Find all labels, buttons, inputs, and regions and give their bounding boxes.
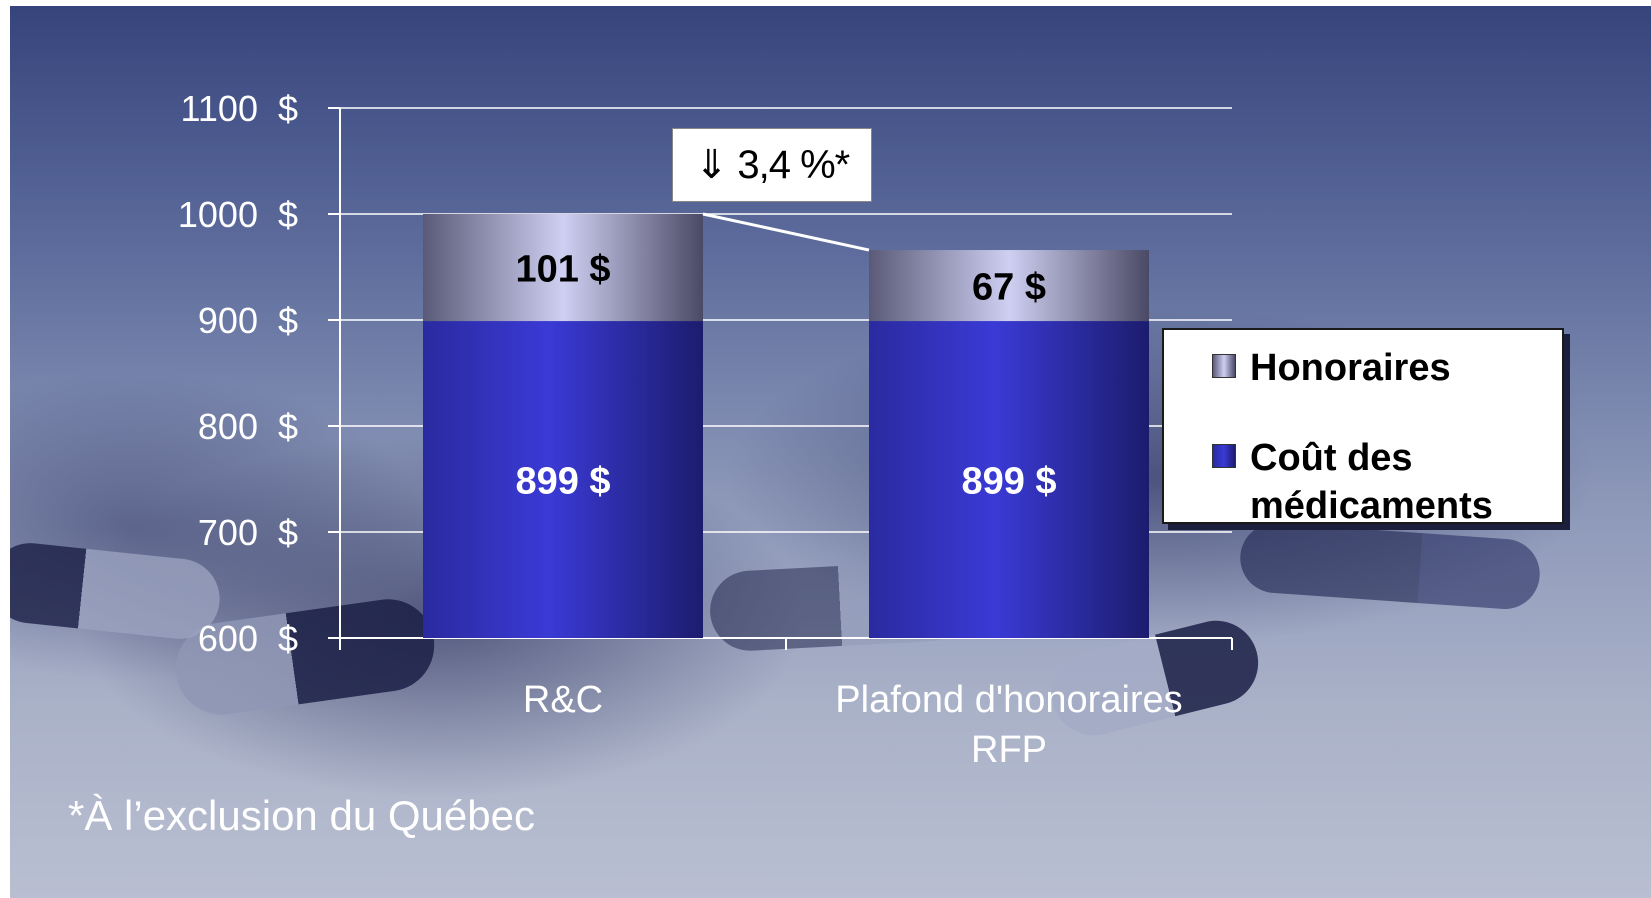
legend-label-cout-line2: médicaments	[1250, 485, 1493, 527]
data-label: 899 $	[961, 461, 1056, 503]
legend-swatch-cout	[1212, 444, 1236, 468]
y-tick-label: 600 $	[198, 618, 298, 659]
legend-label-honoraires: Honoraires	[1250, 347, 1451, 389]
x-tick-label: R&C	[523, 679, 603, 721]
data-label: 67 $	[972, 267, 1046, 309]
slide-background: 600 $ 700 $ 800 $ 900 $ 1000 $ 1100 $ 899 $ 10…	[10, 6, 1651, 898]
y-tick-label: 800 $	[198, 406, 298, 447]
y-tick-label: 1000 $	[178, 194, 298, 235]
legend-swatch-honoraires	[1212, 354, 1236, 378]
bar-segment	[423, 321, 703, 638]
change-callout: ⇓ 3,4 %*	[672, 128, 872, 202]
y-tick-label: 900 $	[198, 300, 298, 341]
legend-label-cout: Coût des médicaments	[1250, 434, 1493, 530]
legend-label-cout-line1: Coût des	[1250, 437, 1413, 479]
x-tick-label: Plafond d'honoraires	[835, 679, 1182, 721]
legend-entry-cout: Coût des médicaments	[1212, 434, 1493, 530]
y-tick-label: 700 $	[198, 512, 298, 553]
change-connector-line	[702, 212, 870, 252]
bar-segment	[869, 321, 1149, 638]
chart-legend: Honoraires Coût des médicaments	[1162, 328, 1564, 527]
x-tick-label: RFP	[971, 729, 1047, 771]
data-label: 101 $	[515, 249, 610, 291]
legend-entry-honoraires: Honoraires	[1212, 344, 1451, 392]
footnote: *À l’exclusion du Québec	[68, 792, 535, 839]
bar-chart: 600 $ 700 $ 800 $ 900 $ 1000 $ 1100 $ 899 $ 10…	[178, 88, 1233, 771]
bar-segment	[423, 214, 703, 322]
bar-segment	[869, 250, 1149, 322]
data-label: 899 $	[515, 461, 610, 503]
y-tick-label: 1100 $	[181, 88, 298, 129]
